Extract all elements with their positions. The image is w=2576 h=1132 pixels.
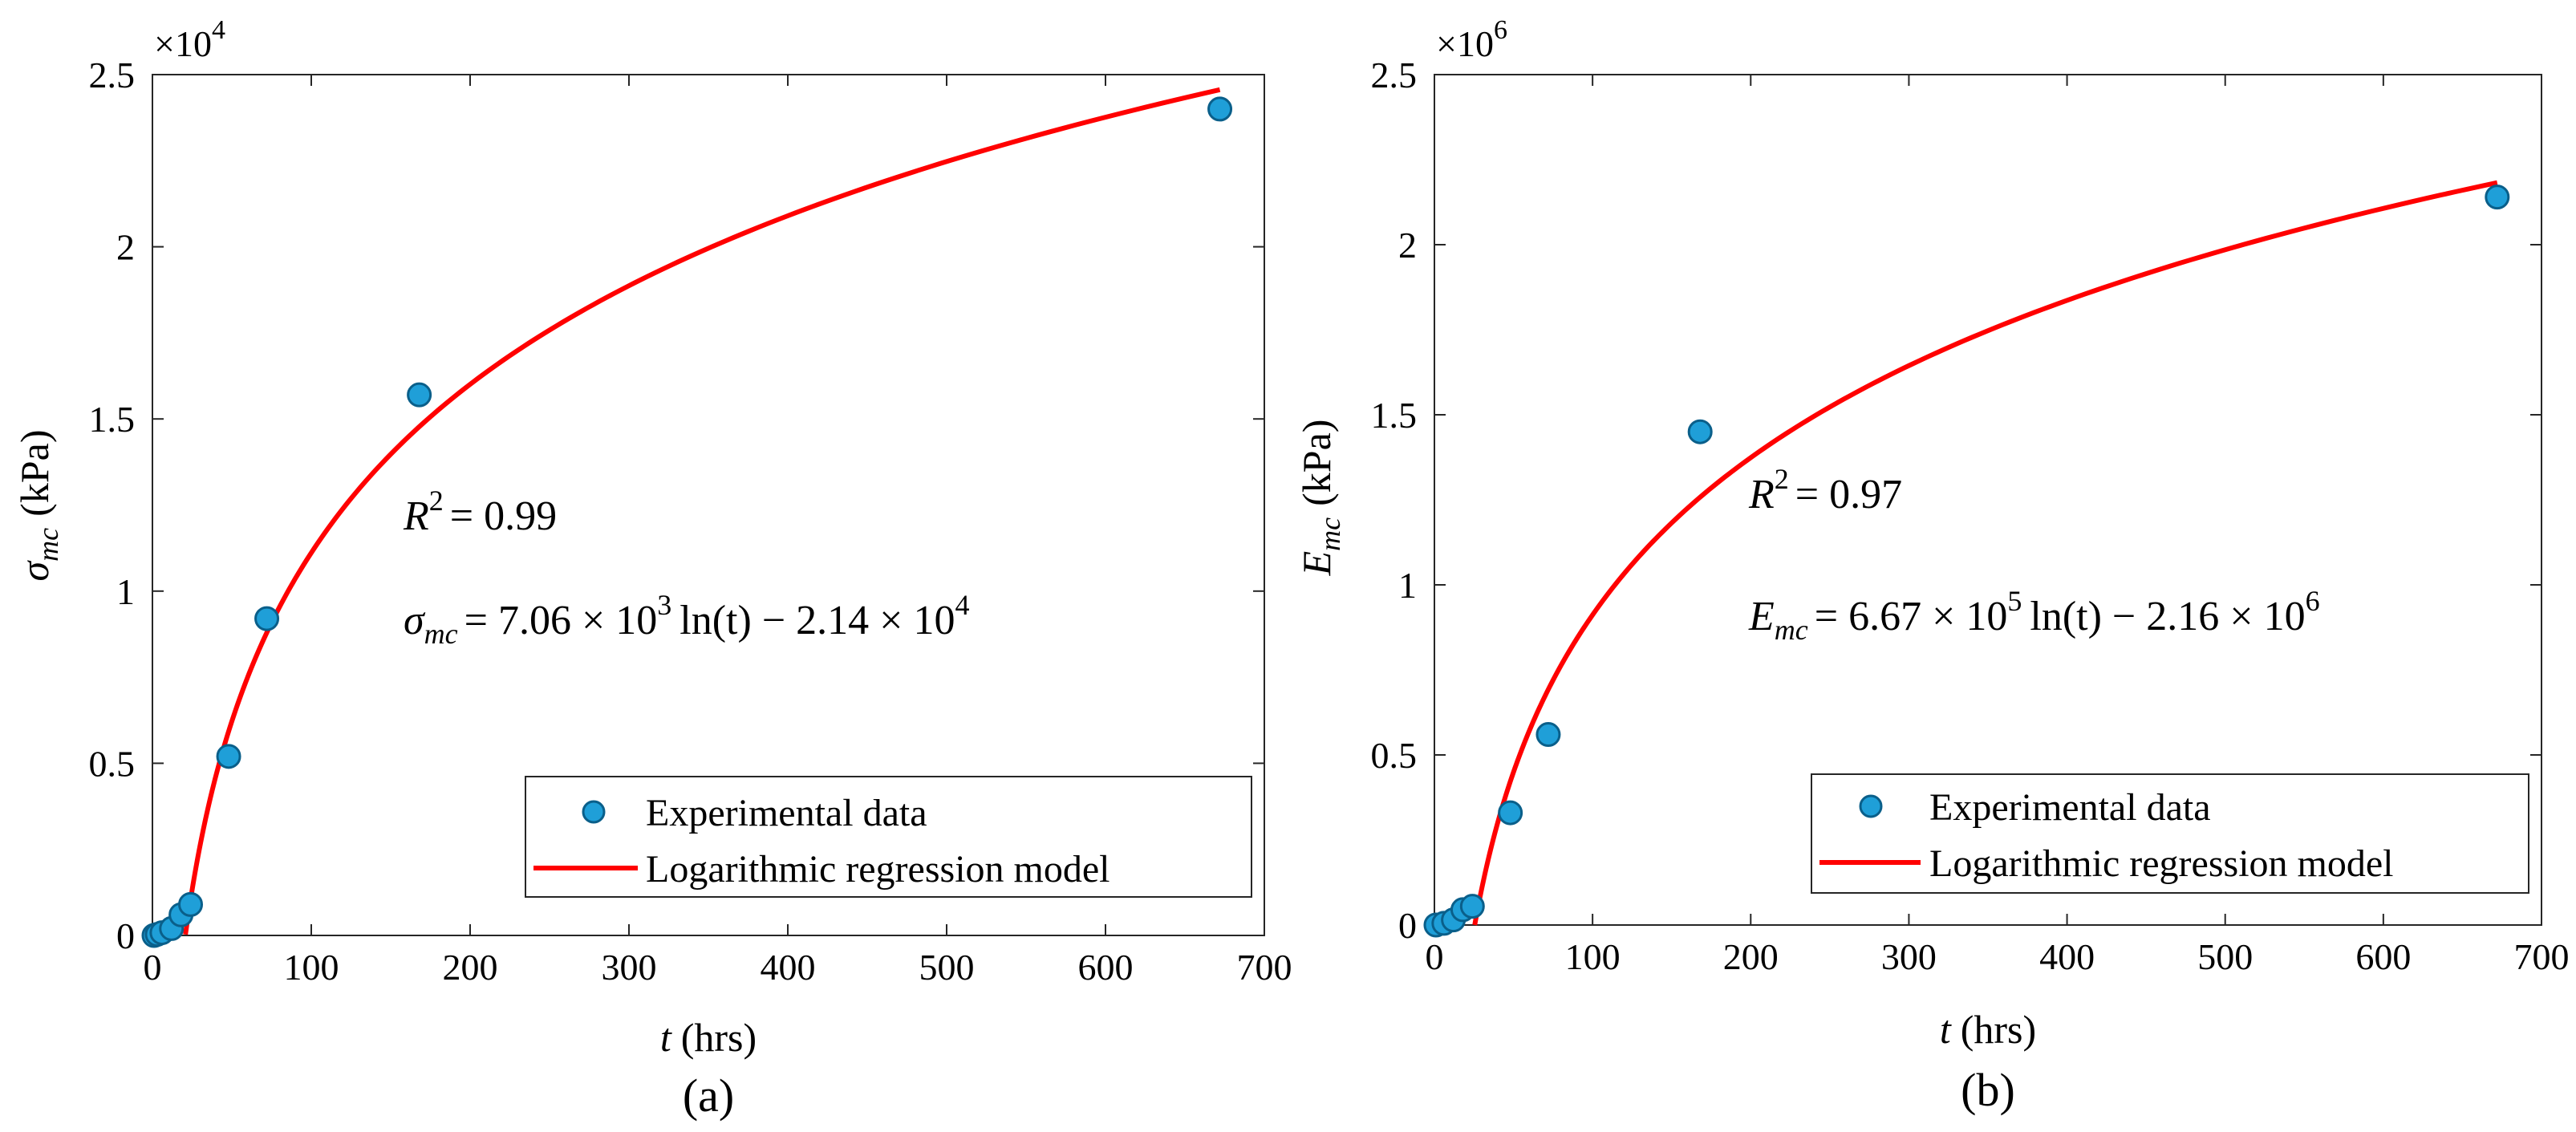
x-tick-label: 200 [1723, 936, 1779, 977]
x-tick-label: 600 [2355, 936, 2411, 977]
legend-box [525, 776, 1252, 898]
legend-box [1811, 773, 2529, 894]
x-axis-label: t (hrs) [660, 1015, 757, 1060]
data-point [1687, 419, 1713, 444]
data-point [1207, 96, 1233, 122]
x-axis-label: t (hrs) [1940, 1007, 2036, 1052]
y-tick-labels: 0 0.5 1 1.5 2 2.5 [89, 55, 136, 956]
x-tick-label: 600 [1078, 947, 1134, 988]
y-tick-label: 1.5 [1371, 395, 1418, 436]
legend-marker-experimental [1859, 794, 1883, 818]
y-tick-labels: 0 0.5 1 1.5 2 2.5 [1371, 55, 1418, 946]
legend-marker-experimental [582, 800, 606, 824]
y-tick-label: 2 [1398, 225, 1417, 266]
data-point [178, 891, 204, 917]
x-tick-labels: 0 100 200 300 400 500 600 700 [144, 947, 1292, 988]
y-tick-label: 2.5 [89, 55, 136, 95]
equation-annotation: σmc = 7.06 × 103 ln(t) − 2.14 × 104 [404, 589, 969, 650]
x-tick-label: 100 [1565, 936, 1621, 977]
y-tick-label: 1 [1398, 565, 1417, 606]
data-point [1535, 722, 1561, 748]
data-point [1498, 800, 1523, 826]
y-tick-label: 0.5 [1371, 735, 1418, 776]
y-tick-label: 0.5 [89, 743, 136, 784]
data-point [216, 744, 241, 769]
panel-label-b: (b) [1961, 1064, 2015, 1116]
y-tick-label: 2.5 [1371, 55, 1418, 95]
panel-a: 0 100 200 300 400 500 600 700 0 0.5 1 1.5 2 2.5 ×104… [12, 15, 1292, 1122]
regression-curve [183, 87, 1221, 935]
x-tick-label: 0 [144, 947, 162, 988]
axis-ticks [1434, 74, 2542, 926]
y-multiplier: ×104 [154, 15, 225, 64]
y-tick-label: 1 [116, 571, 135, 612]
x-tick-labels: 0 100 200 300 400 500 600 700 [1426, 936, 2570, 977]
legend-label-experimental: Experimental data [646, 792, 927, 834]
y-tick-label: 0 [116, 915, 135, 956]
r-squared-annotation: R2 = 0.99 [403, 485, 557, 539]
x-tick-label: 300 [1881, 936, 1937, 977]
y-axis-label: Emc(kPa) [1294, 420, 1346, 577]
panel-b: 0 100 200 300 400 500 600 700 0 0.5 1 1.5 2 2.5 ×106… [1294, 15, 2570, 1116]
y-tick-label: 1.5 [89, 399, 136, 440]
x-tick-label: 200 [443, 947, 498, 988]
y-tick-label: 2 [116, 227, 135, 268]
legend-label-regression: Logarithmic regression model [1929, 842, 2394, 885]
x-tick-label: 700 [2514, 936, 2570, 977]
equation-annotation: Emc = 6.67 × 105 ln(t) − 2.16 × 106 [1748, 585, 2320, 646]
y-tick-label: 0 [1398, 905, 1417, 946]
panel-label-a: (a) [683, 1069, 734, 1122]
x-tick-label: 500 [919, 947, 975, 988]
regression-curve [1472, 180, 2498, 926]
series-layer [1423, 180, 2510, 938]
legend: Experimental data Logarithmic regression… [1811, 773, 2529, 894]
data-point [1459, 894, 1485, 919]
x-tick-label: 300 [602, 947, 657, 988]
data-point [254, 606, 280, 631]
x-tick-label: 0 [1426, 936, 1444, 977]
data-point [2485, 185, 2510, 210]
x-tick-label: 100 [284, 947, 339, 988]
r-squared-annotation: R2 = 0.97 [1748, 463, 1902, 517]
legend-label-regression: Logarithmic regression model [646, 848, 1110, 891]
x-tick-label: 500 [2197, 936, 2253, 977]
legend: Experimental data Logarithmic regression… [525, 776, 1252, 898]
x-tick-label: 400 [2039, 936, 2095, 977]
legend-label-experimental: Experimental data [1929, 786, 2211, 829]
x-tick-label: 700 [1237, 947, 1292, 988]
x-tick-label: 400 [761, 947, 816, 988]
y-multiplier: ×106 [1436, 15, 1507, 64]
y-axis-label: σmc(kPa) [12, 430, 64, 582]
series-layer [141, 87, 1233, 948]
data-point [407, 382, 432, 408]
